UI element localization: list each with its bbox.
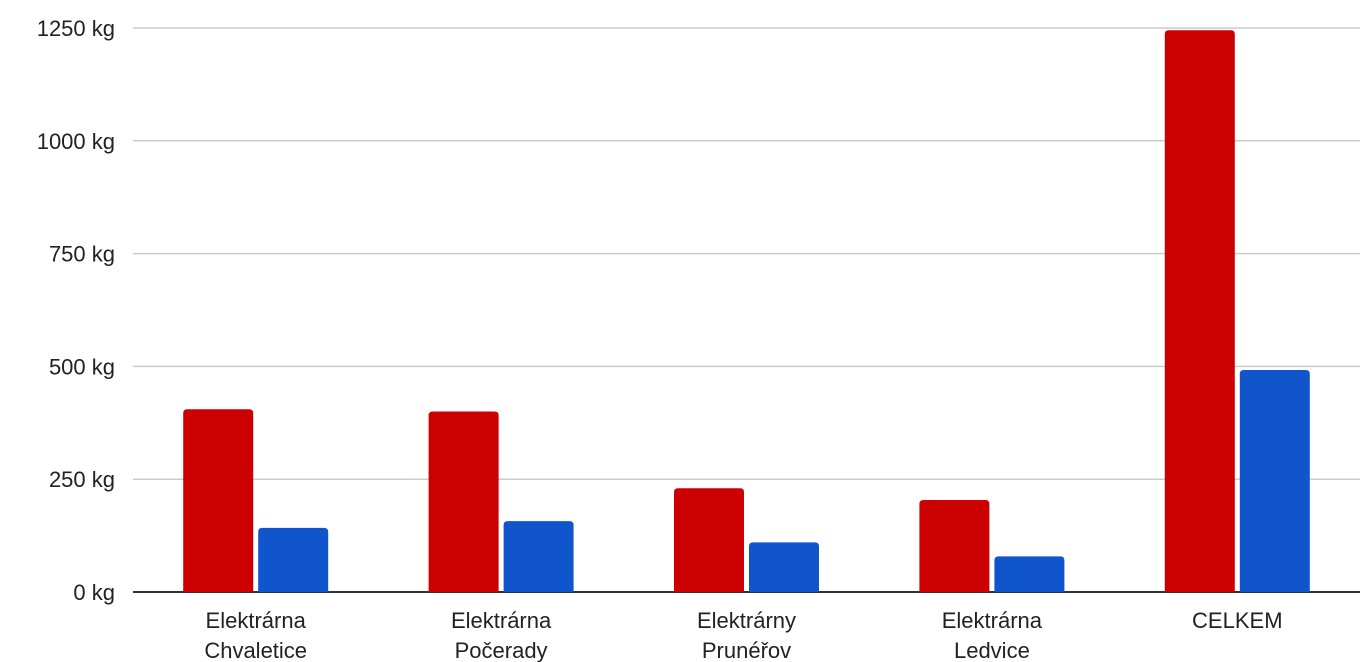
x-tick-label-line: Elektrárna (451, 608, 552, 633)
x-tick-label-line: Elektrárna (942, 608, 1043, 633)
x-tick-label-line: Počerady (455, 638, 548, 662)
x-tick-label-line: Ledvice (954, 638, 1030, 662)
x-tick-label-line: Elektrárna (206, 608, 307, 633)
bar-series-2-category-5 (1239, 370, 1310, 592)
bar-series-1-category-5 (1164, 30, 1235, 593)
bar-series-1-category-4 (919, 499, 990, 592)
bar-series-2-category-4 (994, 556, 1065, 592)
x-tick-label: Elektrárny Prunéřov (697, 608, 796, 662)
y-tick-label: 1250 kg (37, 16, 115, 41)
y-tick-label: 250 kg (49, 467, 115, 492)
bar-series-1-category-3 (674, 488, 744, 592)
x-tick-label: Elektrárna Ledvice (942, 608, 1043, 662)
bar-series-1-category-2 (428, 411, 499, 592)
y-axis-ticks: 0 kg 250 kg 500 kg 750 kg 1000 kg 1250 kg (37, 16, 115, 605)
x-tick-label: Elektrárna Počerady (451, 608, 552, 662)
bars (183, 30, 1310, 593)
bar-series-2-category-3 (749, 542, 819, 592)
bar-series-1-category-1 (183, 409, 254, 592)
y-tick-label: 1000 kg (37, 129, 115, 154)
x-tick-label-line: Prunéřov (702, 638, 791, 662)
y-tick-label: 0 kg (73, 580, 115, 605)
x-tick-label-line: Chvaletice (204, 638, 307, 662)
bar-series-2-category-2 (503, 521, 574, 592)
x-tick-label-line: Elektrárny (697, 608, 796, 633)
gridlines (133, 27, 1360, 593)
bar-series-2-category-1 (258, 527, 329, 592)
x-tick-label: Elektrárna Chvaletice (204, 608, 307, 662)
x-tick-label-line: CELKEM (1192, 608, 1282, 633)
x-tick-label: CELKEM (1192, 608, 1282, 633)
y-tick-label: 500 kg (49, 354, 115, 379)
y-tick-label: 750 kg (49, 242, 115, 267)
